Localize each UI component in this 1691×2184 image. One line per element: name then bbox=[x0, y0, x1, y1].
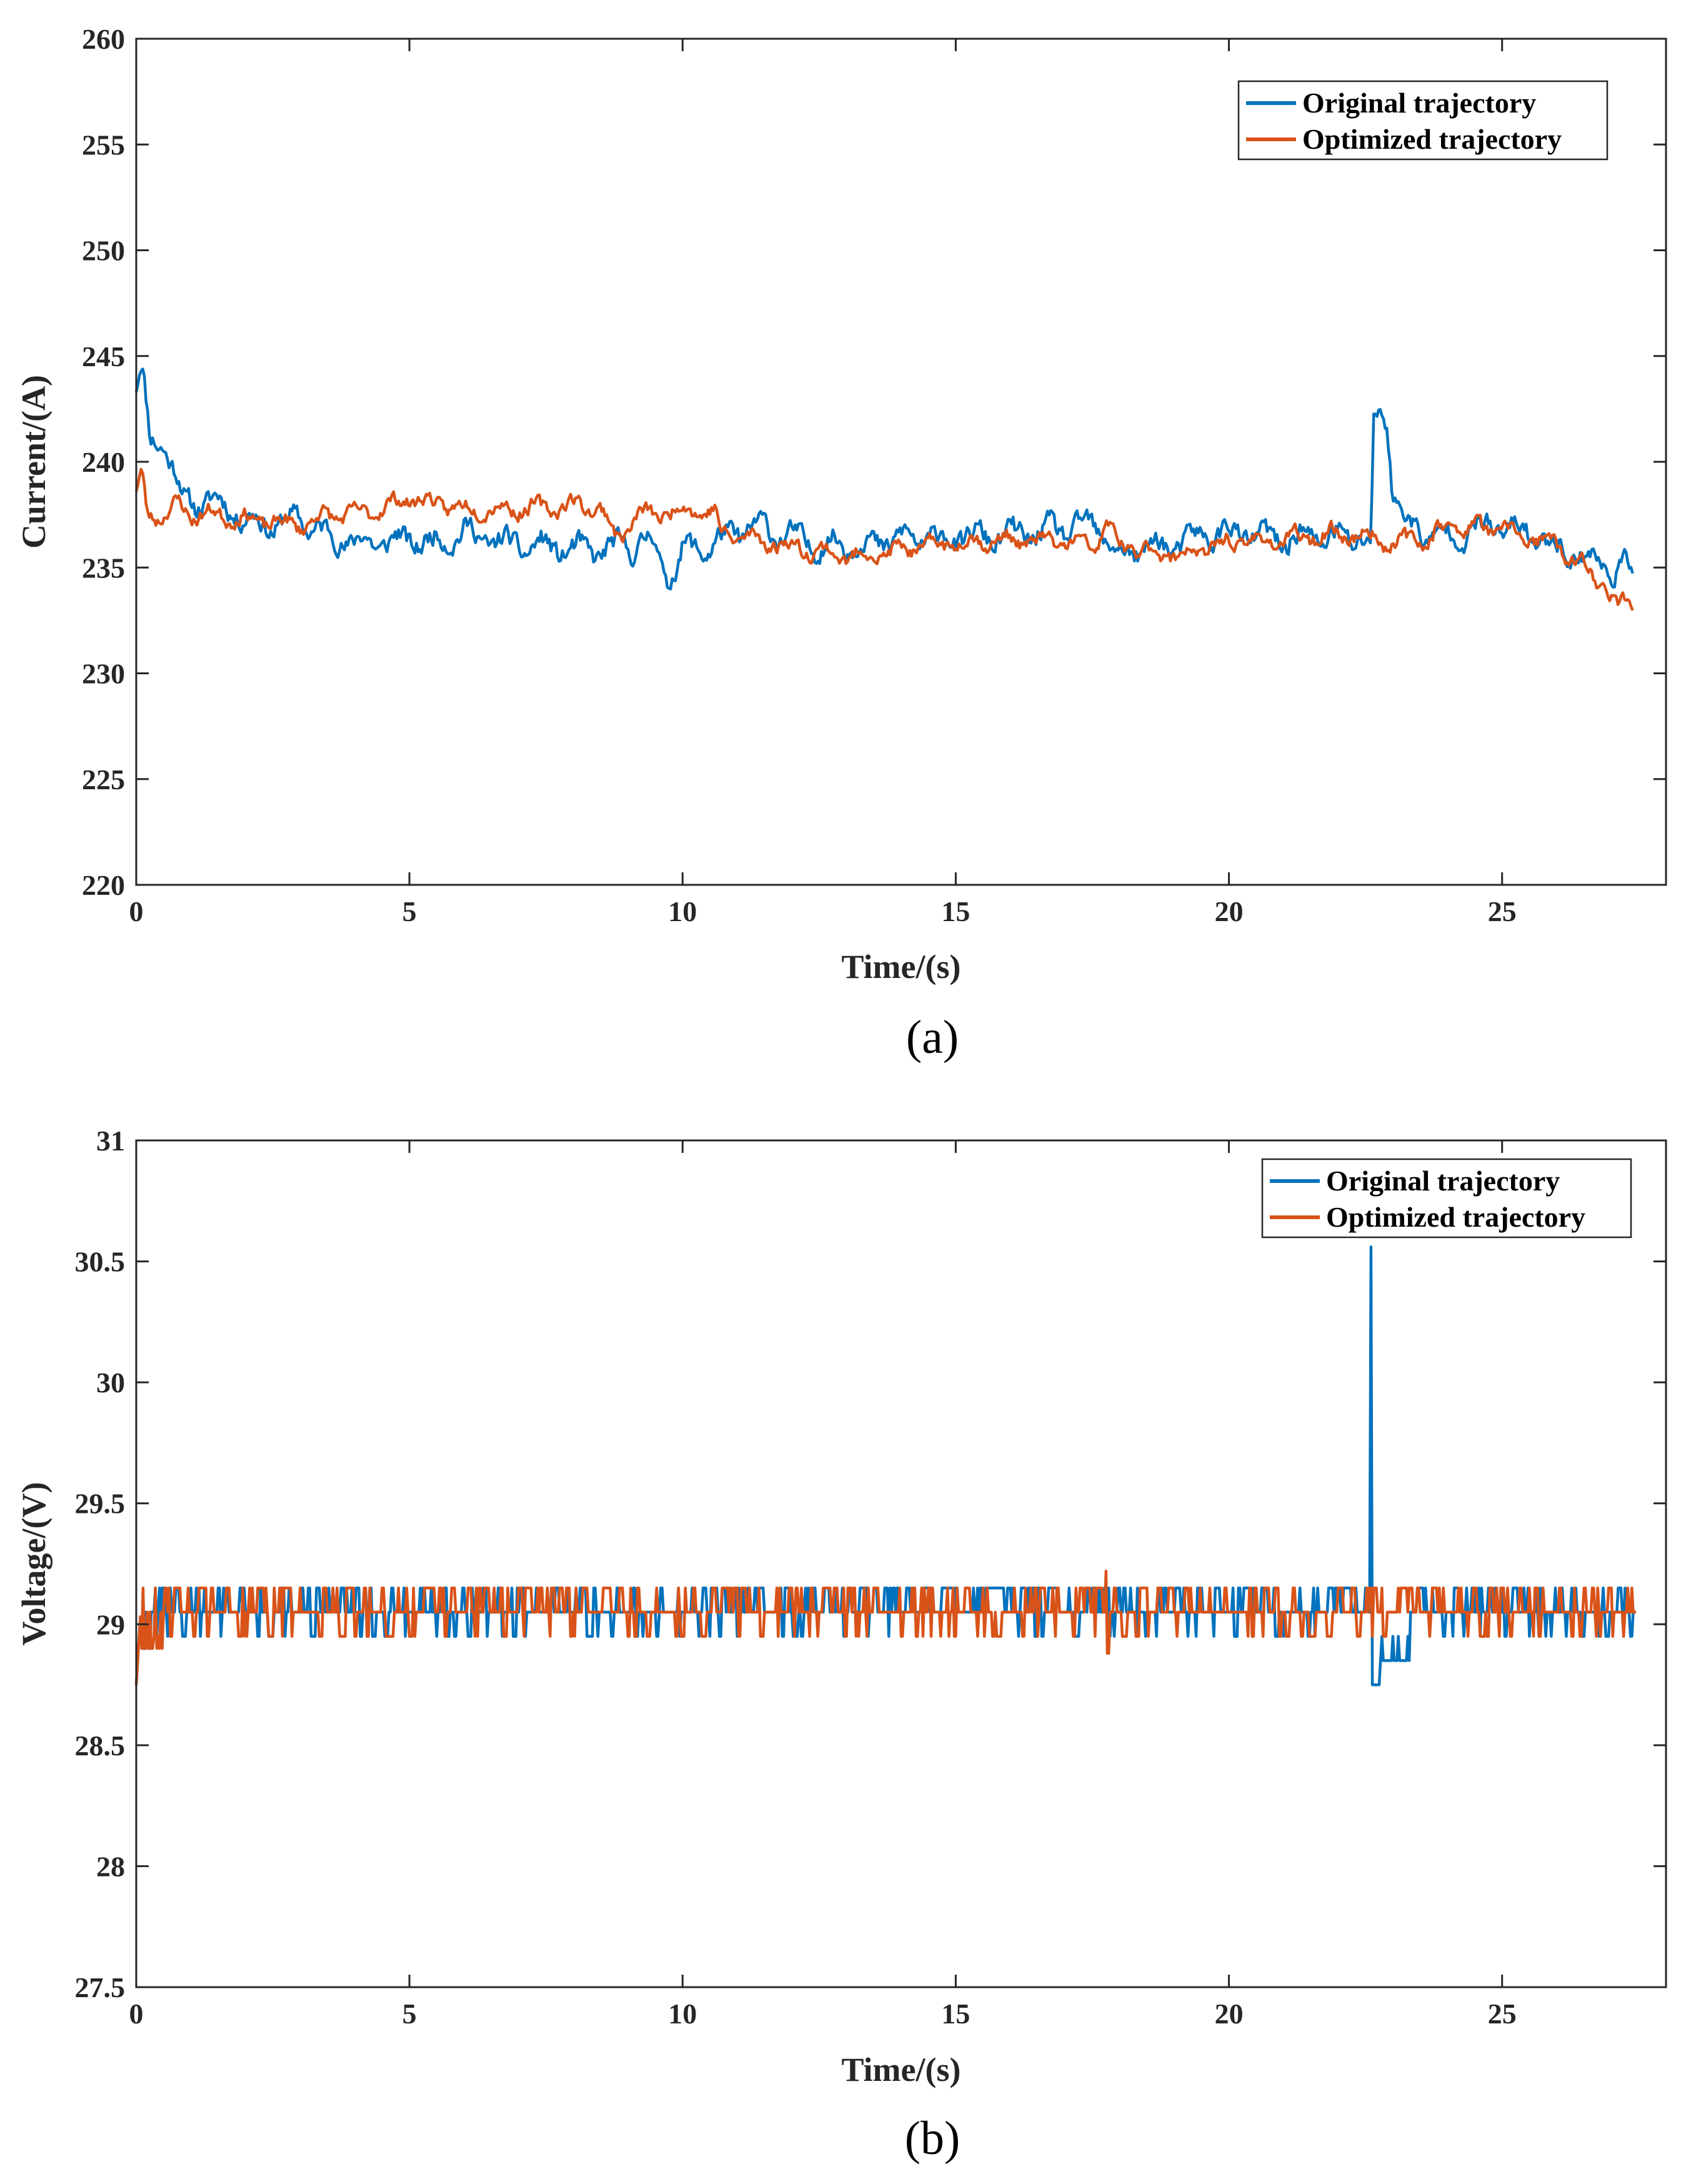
panel-b-legend: Original trajectory Optimized trajectory bbox=[1261, 1158, 1632, 1239]
x-tick-label: 25 bbox=[1488, 895, 1517, 927]
panel-a-plot-area bbox=[136, 39, 1666, 885]
y-tick-label: 240 bbox=[82, 446, 125, 478]
panel-b-y-axis-label: Voltage/(V) bbox=[15, 1482, 52, 1646]
x-tick-label: 0 bbox=[129, 895, 144, 927]
y-tick-label: 230 bbox=[82, 658, 125, 690]
x-tick-label: 20 bbox=[1215, 1998, 1244, 2030]
y-tick-label: 30.5 bbox=[75, 1246, 126, 1278]
y-tick-label: 31 bbox=[96, 1125, 125, 1157]
legend-label-optimized: Optimized trajectory bbox=[1326, 1201, 1585, 1233]
panel-a-legend: Original trajectory Optimized trajectory bbox=[1237, 80, 1609, 161]
y-tick-label: 27.5 bbox=[75, 1972, 126, 2003]
y-tick-label: 235 bbox=[82, 552, 125, 584]
panel-a-legend-box bbox=[1237, 80, 1609, 161]
y-tick-label: 29 bbox=[96, 1608, 125, 1640]
x-tick-label: 25 bbox=[1488, 1998, 1517, 2030]
legend-label-optimized: Optimized trajectory bbox=[1302, 123, 1562, 155]
x-tick-label: 5 bbox=[402, 1998, 417, 2030]
panel-b-series-lines bbox=[134, 1245, 1636, 1687]
y-tick-label: 250 bbox=[82, 235, 125, 267]
legend-label-original: Original trajectory bbox=[1326, 1165, 1560, 1197]
x-tick-label: 10 bbox=[668, 895, 697, 927]
panel-a-series-lines bbox=[134, 367, 1634, 611]
series-line-optimized bbox=[134, 1569, 1636, 1685]
panel-a-y-axis-label: Current/(A) bbox=[15, 375, 52, 549]
legend-label-original: Original trajectory bbox=[1302, 87, 1536, 119]
series-line-original bbox=[134, 367, 1634, 591]
x-tick-label: 20 bbox=[1215, 895, 1244, 927]
panel-b-caption: (b) bbox=[905, 2112, 960, 2165]
y-tick-label: 28 bbox=[96, 1850, 125, 1882]
panel-b-ticks: 0 5 10 15 20 25 27.5 28 28.5 29 29.5 30 30.5 31 bbox=[75, 1125, 1666, 2030]
series-line-optimized bbox=[134, 467, 1634, 611]
x-tick-label: 10 bbox=[668, 1998, 697, 2030]
y-tick-label: 245 bbox=[82, 341, 125, 372]
panel-a-current-chart: 0 5 10 15 20 25 220 225 230 235 240 245 250 255 260 Ti… bbox=[15, 23, 1667, 1064]
x-tick-label: 15 bbox=[941, 1998, 970, 2030]
y-tick-label: 255 bbox=[82, 129, 125, 161]
panel-a-x-axis-label: Time/(s) bbox=[842, 948, 961, 985]
y-tick-label: 220 bbox=[82, 869, 125, 901]
panel-a-ticks: 0 5 10 15 20 25 220 225 230 235 240 245 250 255 260 bbox=[82, 23, 1666, 927]
panel-b-axes-box bbox=[135, 1139, 1667, 1988]
x-tick-label: 15 bbox=[941, 895, 970, 927]
panel-b-x-axis-label: Time/(s) bbox=[842, 2051, 961, 2088]
panel-b-legend-box bbox=[1261, 1158, 1632, 1239]
y-tick-label: 260 bbox=[82, 23, 125, 55]
panel-a-caption: (a) bbox=[906, 1011, 959, 1064]
panel-b-plot-area bbox=[136, 1140, 1666, 1987]
x-tick-label: 0 bbox=[129, 1998, 144, 2030]
y-tick-label: 28.5 bbox=[75, 1730, 126, 1762]
y-tick-label: 225 bbox=[82, 764, 125, 795]
y-tick-label: 30 bbox=[96, 1367, 125, 1399]
y-tick-label: 29.5 bbox=[75, 1488, 126, 1520]
x-tick-label: 5 bbox=[402, 895, 417, 927]
panel-b-voltage-chart: 0 5 10 15 20 25 27.5 28 28.5 29 29.5 30 30.5 31 Time/… bbox=[15, 1125, 1667, 2165]
